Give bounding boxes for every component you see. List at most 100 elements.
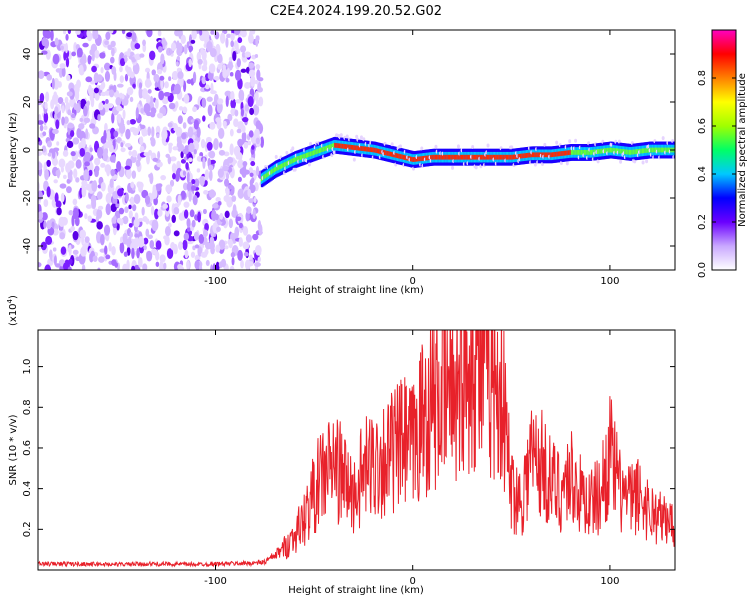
noise-speckle xyxy=(176,133,183,146)
noise-speckle xyxy=(224,178,230,187)
noise-speckle xyxy=(50,30,54,42)
noise-speckle xyxy=(151,69,156,76)
noise-speckle xyxy=(139,53,145,58)
noise-speckle xyxy=(180,159,186,164)
noise-speckle xyxy=(208,164,214,171)
noise-speckle xyxy=(253,196,257,204)
noise-speckle xyxy=(59,183,67,189)
noise-speckle xyxy=(177,194,182,206)
colorbar-tick-label: 0.6 xyxy=(697,118,708,134)
noise-speckle xyxy=(180,150,184,159)
noise-speckle xyxy=(225,37,229,48)
noise-speckle xyxy=(183,232,190,241)
noise-speckle xyxy=(55,119,60,130)
noise-speckle xyxy=(121,30,126,35)
noise-speckle xyxy=(120,142,124,148)
noise-speckle xyxy=(255,120,262,130)
noise-speckle xyxy=(157,209,163,217)
noise-speckle xyxy=(130,197,135,206)
noise-speckle xyxy=(107,140,112,146)
noise-speckle xyxy=(119,236,123,244)
noise-speckle xyxy=(51,77,55,90)
noise-speckle xyxy=(109,178,114,189)
noise-speckle xyxy=(94,157,101,166)
y-tick-label: 0.6 xyxy=(22,440,33,456)
noise-speckle xyxy=(79,57,87,65)
snr-plot-area xyxy=(38,330,675,568)
noise-speckle xyxy=(107,44,113,51)
noise-speckle xyxy=(138,82,143,89)
signal-halo xyxy=(555,140,559,145)
noise-speckle xyxy=(234,30,241,36)
noise-speckle xyxy=(60,192,65,203)
noise-speckle xyxy=(242,161,248,167)
noise-speckle xyxy=(230,40,234,48)
noise-speckle xyxy=(168,102,176,110)
signal-halo xyxy=(641,160,645,165)
noise-speckle xyxy=(73,168,78,179)
noise-speckle xyxy=(143,245,147,251)
noise-speckle xyxy=(181,132,187,140)
noise-speckle xyxy=(60,246,67,255)
y-tick-label: 0.4 xyxy=(22,481,33,497)
noise-speckle xyxy=(231,195,237,202)
noise-speckle xyxy=(126,259,130,270)
noise-speckle xyxy=(51,221,55,229)
noise-speckle xyxy=(80,246,87,257)
signal-halo xyxy=(359,135,363,140)
noise-speckle xyxy=(216,101,223,114)
noise-speckle xyxy=(224,245,229,250)
noise-speckle xyxy=(111,112,115,124)
noise-speckle xyxy=(141,88,148,100)
noise-speckle xyxy=(215,117,222,123)
noise-speckle xyxy=(201,97,207,108)
noise-speckle xyxy=(168,76,172,82)
noise-speckle xyxy=(233,118,239,128)
noise-speckle xyxy=(251,145,255,150)
noise-speckle xyxy=(248,69,256,78)
noise-speckle xyxy=(84,161,90,167)
noise-speckle xyxy=(38,211,44,220)
noise-speckle xyxy=(242,241,250,250)
noise-speckle xyxy=(250,177,255,184)
noise-speckle xyxy=(173,203,180,208)
noise-speckle xyxy=(128,236,132,241)
noise-speckle xyxy=(142,43,147,53)
noise-speckle xyxy=(249,254,253,260)
colorbar: 0.0 0.2 0.4 0.6 0.8 Normalized spectral ampl… xyxy=(697,29,748,278)
noise-speckle xyxy=(129,119,137,125)
noise-speckle xyxy=(201,76,207,85)
signal-halo xyxy=(456,144,460,149)
noise-speckle xyxy=(227,184,234,190)
noise-speckle xyxy=(142,39,146,47)
noise-speckle xyxy=(126,86,134,96)
noise-speckle xyxy=(38,246,41,252)
signal-halo xyxy=(486,143,490,148)
noise-speckle xyxy=(65,33,69,41)
noise-speckle xyxy=(68,209,74,216)
noise-speckle xyxy=(54,263,61,268)
noise-speckle xyxy=(210,30,215,35)
y-tick-label: -40 xyxy=(22,238,33,254)
noise-speckle xyxy=(193,231,199,241)
noise-speckle xyxy=(160,174,167,181)
snr-y-label: SNR (10 * v/v) xyxy=(8,414,19,485)
noise-speckle xyxy=(237,188,245,199)
noise-speckle xyxy=(44,101,48,110)
signal-halo xyxy=(291,146,295,151)
noise-speckle xyxy=(254,53,259,59)
noise-speckle xyxy=(202,208,207,215)
noise-speckle xyxy=(131,149,138,158)
noise-speckle xyxy=(54,37,59,46)
noise-speckle xyxy=(226,33,232,38)
noise-speckle xyxy=(159,254,166,263)
noise-speckle xyxy=(75,256,81,262)
noise-speckle xyxy=(87,215,92,222)
noise-speckle xyxy=(170,242,176,251)
noise-speckle xyxy=(149,239,155,249)
noise-speckle xyxy=(207,104,213,117)
noise-speckle xyxy=(172,173,176,180)
noise-speckle xyxy=(155,261,160,267)
noise-speckle xyxy=(155,125,161,135)
noise-speckle xyxy=(150,107,157,115)
